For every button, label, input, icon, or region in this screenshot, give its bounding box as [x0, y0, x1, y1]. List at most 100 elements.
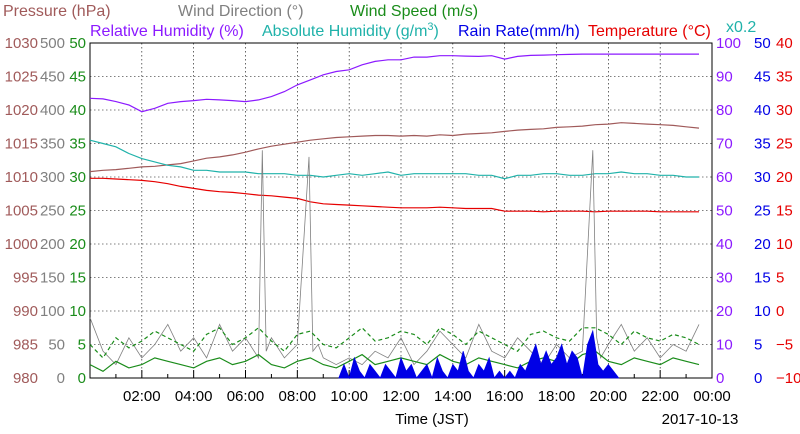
y-tick-pressure: 1000	[5, 236, 38, 253]
x-tick-label: 12:00	[382, 388, 420, 405]
y-tick-humidity: 0	[716, 370, 724, 387]
title-wind-speed: Wind Speed (m/s)	[350, 3, 478, 20]
y-tick-pressure: 985	[13, 337, 38, 354]
y-tick-temperature: −10	[776, 370, 800, 387]
y-tick-wind-speed: 45	[69, 69, 86, 86]
y-tick-rain-rate: 5	[754, 337, 762, 354]
y-tick-humidity: 80	[716, 102, 733, 119]
x-tick-label: 02:00	[123, 388, 161, 405]
y-tick-pressure: 1010	[5, 169, 38, 186]
y-tick-humidity: 20	[716, 303, 733, 320]
y-tick-temperature: −5	[776, 337, 793, 354]
chart-titles: Pressure (hPa) Wind Direction (°) Wind S…	[3, 3, 756, 40]
y-tick-wind-direction: 350	[40, 136, 65, 153]
y-tick-rain-rate: 40	[754, 102, 771, 119]
y-tick-humidity: 50	[716, 203, 733, 220]
title-pressure: Pressure (hPa)	[3, 3, 111, 20]
x-tick-label: 00:00	[693, 388, 731, 405]
x-axis: 02:00 04:00 06:00 08:00 10:00 12:00 14:00 16:00…	[123, 388, 731, 405]
y-tick-rain-rate: 25	[754, 203, 771, 220]
y-tick-wind-speed: 35	[69, 136, 86, 153]
y-tick-pressure: 990	[13, 303, 38, 320]
y-tick-wind-speed: 30	[69, 169, 86, 186]
y-tick-temperature: 20	[776, 169, 793, 186]
title-rain-rate: Rain Rate(mm/h)	[458, 23, 580, 40]
series-temperature-c	[90, 177, 699, 213]
y-tick-wind-speed: 5	[78, 337, 86, 354]
y-tick-temperature: 35	[776, 69, 793, 86]
y-tick-wind-direction: 450	[40, 69, 65, 86]
y-tick-humidity: 70	[716, 136, 733, 153]
title-absolute-humidity: Absolute Humidity (g/m3)	[262, 21, 439, 40]
y-tick-rain-rate: 15	[754, 270, 771, 287]
title-temperature: Temperature (°C)	[588, 23, 711, 40]
y-tick-wind-speed: 40	[69, 102, 86, 119]
title-absolute-humidity-close: )	[434, 23, 439, 40]
y-tick-rain-rate: 35	[754, 136, 771, 153]
y-tick-pressure: 1030	[5, 35, 38, 52]
y-tick-temperature: 25	[776, 136, 793, 153]
y-tick-wind-speed: 15	[69, 270, 86, 287]
y-tick-temperature: 15	[776, 203, 793, 220]
y-tick-wind-direction: 300	[40, 169, 65, 186]
y-tick-wind-speed: 50	[69, 35, 86, 52]
y-tick-humidity: 40	[716, 236, 733, 253]
plot-area	[89, 53, 700, 380]
series-rain-rate-mm-h	[338, 329, 620, 380]
y-tick-humidity: 100	[716, 35, 741, 52]
y-tick-wind-direction: 500	[40, 35, 65, 52]
y-tick-temperature: 5	[776, 270, 784, 287]
series-wind-speed-m-s	[89, 350, 700, 373]
y-tick-wind-direction: 0	[57, 370, 65, 387]
y-tick-wind-direction: 50	[48, 337, 65, 354]
y-tick-humidity: 90	[716, 69, 733, 86]
y-tick-humidity: 60	[716, 169, 733, 186]
y-tick-rain-rate: 45	[754, 69, 771, 86]
title-wind-direction: Wind Direction (°)	[178, 3, 304, 20]
y-tick-wind-direction: 200	[40, 236, 65, 253]
y-tick-pressure: 1015	[5, 136, 38, 153]
y-tick-pressure: 1020	[5, 102, 38, 119]
y-tick-rain-rate: 20	[754, 236, 771, 253]
y-tick-temperature: 0	[776, 303, 784, 320]
y-tick-wind-direction: 150	[40, 270, 65, 287]
title-absolute-humidity-main: Absolute Humidity (g/m	[262, 23, 427, 40]
x-tick-label: 22:00	[641, 388, 679, 405]
y-tick-wind-direction: 250	[40, 203, 65, 220]
x-tick-label: 04:00	[175, 388, 213, 405]
y-tick-wind-speed: 25	[69, 203, 86, 220]
series-relative-humidity	[89, 53, 699, 113]
series-absolute-humidity-g-m3	[89, 139, 699, 180]
chart-date: 2017-10-13	[662, 411, 739, 428]
y-tick-wind-speed: 0	[78, 370, 86, 387]
y-tick-rain-rate: 30	[754, 169, 771, 186]
x-tick-label: 16:00	[486, 388, 524, 405]
x-tick-label: 14:00	[434, 388, 472, 405]
x-tick-label: 08:00	[279, 388, 317, 405]
title-relative-humidity: Relative Humidity (%)	[90, 23, 244, 40]
y-tick-pressure: 1025	[5, 69, 38, 86]
series-wind-direction	[89, 150, 700, 366]
y-tick-temperature: 40	[776, 35, 793, 52]
title-rain-scale: x0.2	[726, 19, 756, 36]
y-tick-wind-speed: 10	[69, 303, 86, 320]
y-tick-rain-rate: 50	[754, 35, 771, 52]
title-absolute-humidity-sup: 3	[427, 21, 433, 33]
y-tick-wind-direction: 400	[40, 102, 65, 119]
y-tick-wind-speed: 20	[69, 236, 86, 253]
y-tick-temperature: 10	[776, 236, 793, 253]
y-tick-humidity: 10	[716, 337, 733, 354]
y-tick-rain-rate: 0	[754, 370, 762, 387]
y-tick-humidity: 30	[716, 270, 733, 287]
x-tick-label: 18:00	[538, 388, 576, 405]
x-tick-label: 10:00	[330, 388, 368, 405]
y-tick-pressure: 995	[13, 270, 38, 287]
y-tick-temperature: 30	[776, 102, 793, 119]
x-axis-label: Time (JST)	[395, 411, 469, 428]
y-tick-wind-direction: 100	[40, 303, 65, 320]
y-tick-pressure: 980	[13, 370, 38, 387]
y-tick-rain-rate: 10	[754, 303, 771, 320]
y-tick-pressure: 1005	[5, 203, 38, 220]
series-pressure-hpa	[89, 122, 700, 173]
